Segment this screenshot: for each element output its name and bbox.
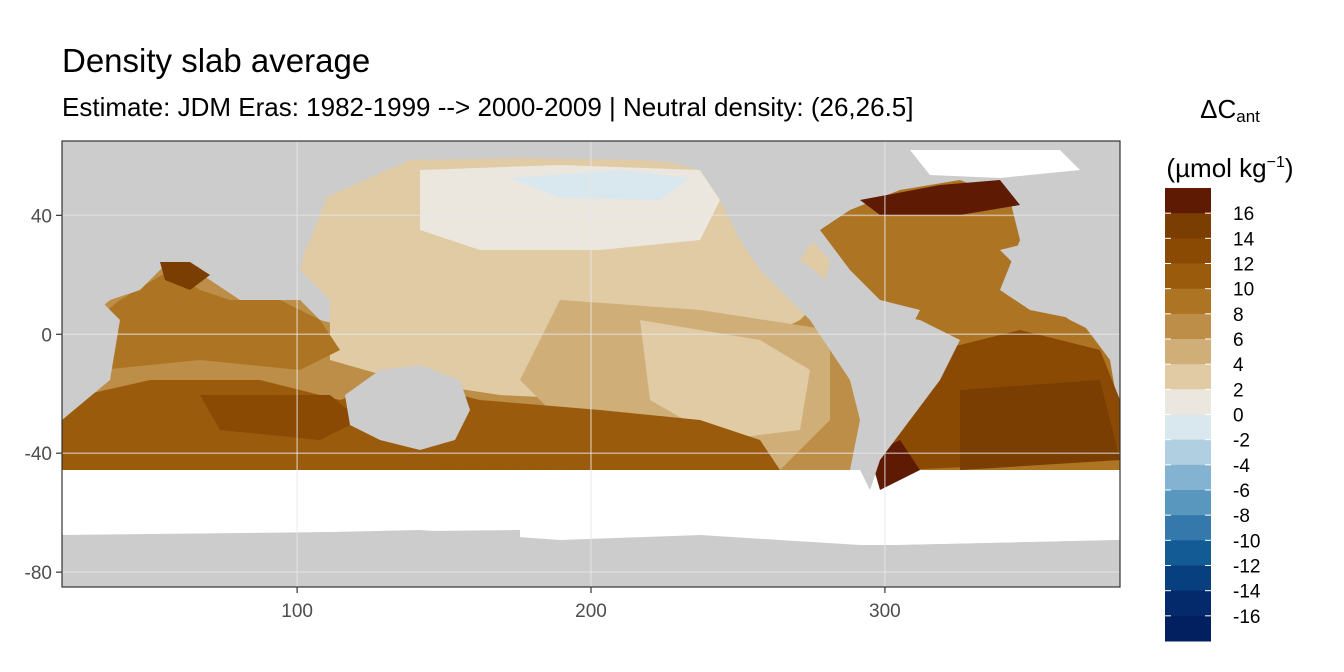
colorbar-label: -8 [1233, 506, 1250, 527]
y-tick-label: 40 [31, 206, 52, 227]
y-axis: 40 0 -40 -80 [25, 206, 62, 584]
australia [345, 365, 470, 450]
map-subtitle: Estimate: JDM Eras: 1982-1999 --> 2000-2… [62, 92, 914, 122]
colorbar: 16 14 12 10 8 6 4 2 0 -2 -4 -6 -8 -10 -12 -14 -16 [1165, 188, 1261, 642]
eurasia-africa [62, 150, 330, 330]
colorbar-label: 16 [1233, 204, 1254, 225]
x-tick-label: 300 [869, 601, 901, 622]
colorbar-label: -2 [1233, 431, 1250, 452]
colorbar-swatch [1165, 414, 1211, 441]
map-panel [62, 141, 1120, 587]
colorbar-swatch [1165, 540, 1211, 566]
colorbar-swatch [1165, 439, 1211, 466]
legend-title-sub: ant [1236, 107, 1260, 126]
map-title: Density slab average [62, 42, 371, 79]
colorbar-swatch [1165, 515, 1211, 541]
colorbar-swatch [1165, 490, 1211, 516]
colorbar-label: -16 [1233, 607, 1260, 628]
colorbar-swatch [1165, 464, 1211, 491]
colorbar-swatch [1165, 263, 1211, 290]
colorbar-swatch [1165, 339, 1211, 365]
colorbar-swatch [1165, 364, 1211, 390]
colorbar-label: -10 [1233, 531, 1260, 552]
x-tick-label: 100 [281, 601, 313, 622]
colorbar-swatch [1165, 389, 1211, 415]
y-tick-label: -40 [25, 444, 52, 465]
x-tick-label: 200 [575, 601, 607, 622]
colorbar-label: 14 [1233, 229, 1255, 250]
colorbar-label: 6 [1233, 330, 1244, 351]
colorbar-swatch [1165, 313, 1211, 340]
legend-units-close: ) [1284, 153, 1294, 183]
colorbar-label: -14 [1233, 582, 1261, 603]
colorbar-swatch [1165, 565, 1211, 592]
colorbar-label: 12 [1233, 255, 1254, 276]
colorbar-label: -6 [1233, 481, 1250, 502]
negative-patch [510, 170, 690, 200]
colorbar-swatch [1165, 615, 1211, 642]
americas [620, 141, 960, 490]
y-tick-label: -80 [25, 563, 52, 584]
colorbar-label: 10 [1233, 280, 1254, 301]
colorbar-label: -12 [1233, 557, 1260, 578]
colorbar-label: 2 [1233, 380, 1244, 401]
colorbar-swatch [1165, 188, 1211, 214]
colorbar-label: -4 [1233, 456, 1250, 477]
legend-title-prefix: ΔC [1200, 94, 1237, 124]
legend-title: ΔCant (µmol kg−1) [1160, 86, 1300, 191]
colorbar-label: 4 [1233, 355, 1244, 376]
colorbar-swatch [1165, 238, 1211, 264]
colorbar-label: 0 [1233, 406, 1244, 427]
x-axis: 100 200 300 [281, 587, 901, 622]
africa-west [1000, 240, 1120, 330]
colorbar-label: 8 [1233, 305, 1244, 326]
colorbar-swatch [1165, 590, 1211, 617]
colorbar-swatch [1165, 288, 1211, 315]
y-tick-label: 0 [41, 325, 52, 346]
legend-units-open: (µmol kg [1166, 153, 1267, 183]
colorbar-swatch [1165, 213, 1211, 239]
legend-units-sup: −1 [1266, 154, 1285, 171]
